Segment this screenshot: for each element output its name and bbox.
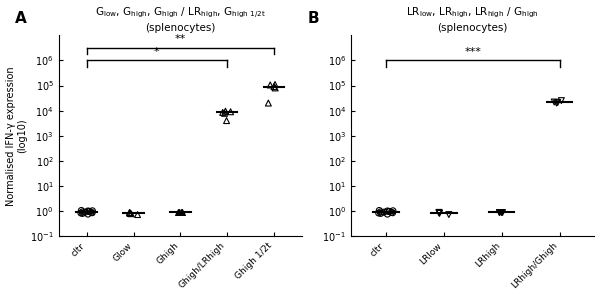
Point (125, 211, 135, 216)
Title: G$_\mathrm{low}$, G$_\mathrm{high}$, G$_\mathrm{high}$ / LR$_\mathrm{high}$, G$_: G$_\mathrm{low}$, G$_\mathrm{high}$, G$_… (95, 6, 266, 33)
Point (218, 110, 227, 115)
Point (497, 209, 507, 214)
Point (271, 86, 280, 90)
Point (388, 208, 398, 213)
Point (76, 211, 86, 215)
Point (173, 210, 182, 215)
Point (494, 210, 503, 215)
Point (88, 208, 97, 213)
Point (384, 209, 394, 214)
Point (557, 98, 566, 103)
Point (553, 100, 562, 105)
Point (434, 210, 444, 215)
Point (269, 84, 279, 89)
Point (496, 210, 506, 215)
Point (85, 209, 94, 214)
Point (550, 100, 559, 104)
Point (374, 208, 384, 213)
Point (434, 210, 444, 215)
Point (386, 210, 396, 215)
Y-axis label: Normalised IFN-γ expression
(log10): Normalised IFN-γ expression (log10) (5, 66, 27, 205)
Point (444, 212, 454, 217)
Point (226, 110, 235, 114)
Point (376, 211, 385, 216)
Point (494, 210, 503, 214)
Point (385, 209, 394, 214)
Point (263, 101, 273, 105)
Point (127, 211, 136, 216)
Text: ***: *** (464, 47, 481, 57)
Point (77, 208, 86, 213)
Point (379, 210, 389, 215)
Text: **: ** (175, 34, 186, 44)
Point (80, 210, 90, 215)
Point (222, 118, 232, 123)
Point (265, 83, 275, 87)
Point (270, 82, 280, 87)
Point (175, 209, 184, 214)
Text: B: B (307, 11, 319, 26)
Point (434, 211, 444, 216)
Point (78, 211, 88, 216)
Point (383, 212, 392, 216)
Point (552, 101, 562, 105)
Point (78, 210, 88, 214)
Point (383, 209, 392, 213)
Point (376, 210, 385, 214)
Point (83, 209, 93, 213)
Text: *: * (154, 47, 160, 57)
Point (86, 210, 96, 215)
Point (221, 109, 230, 114)
Point (388, 210, 397, 215)
Point (85, 209, 94, 214)
Title: LR$_\mathrm{low}$, LR$_\mathrm{high}$, LR$_\mathrm{high}$ / G$_\mathrm{high}$
(s: LR$_\mathrm{low}$, LR$_\mathrm{high}$, L… (406, 6, 539, 33)
Point (177, 210, 187, 214)
Point (220, 111, 229, 116)
Point (125, 210, 134, 215)
Point (125, 210, 134, 215)
Point (88, 210, 97, 215)
Point (133, 212, 142, 217)
Point (176, 210, 185, 215)
Text: A: A (15, 11, 26, 26)
Point (374, 211, 383, 215)
Point (83, 212, 93, 216)
